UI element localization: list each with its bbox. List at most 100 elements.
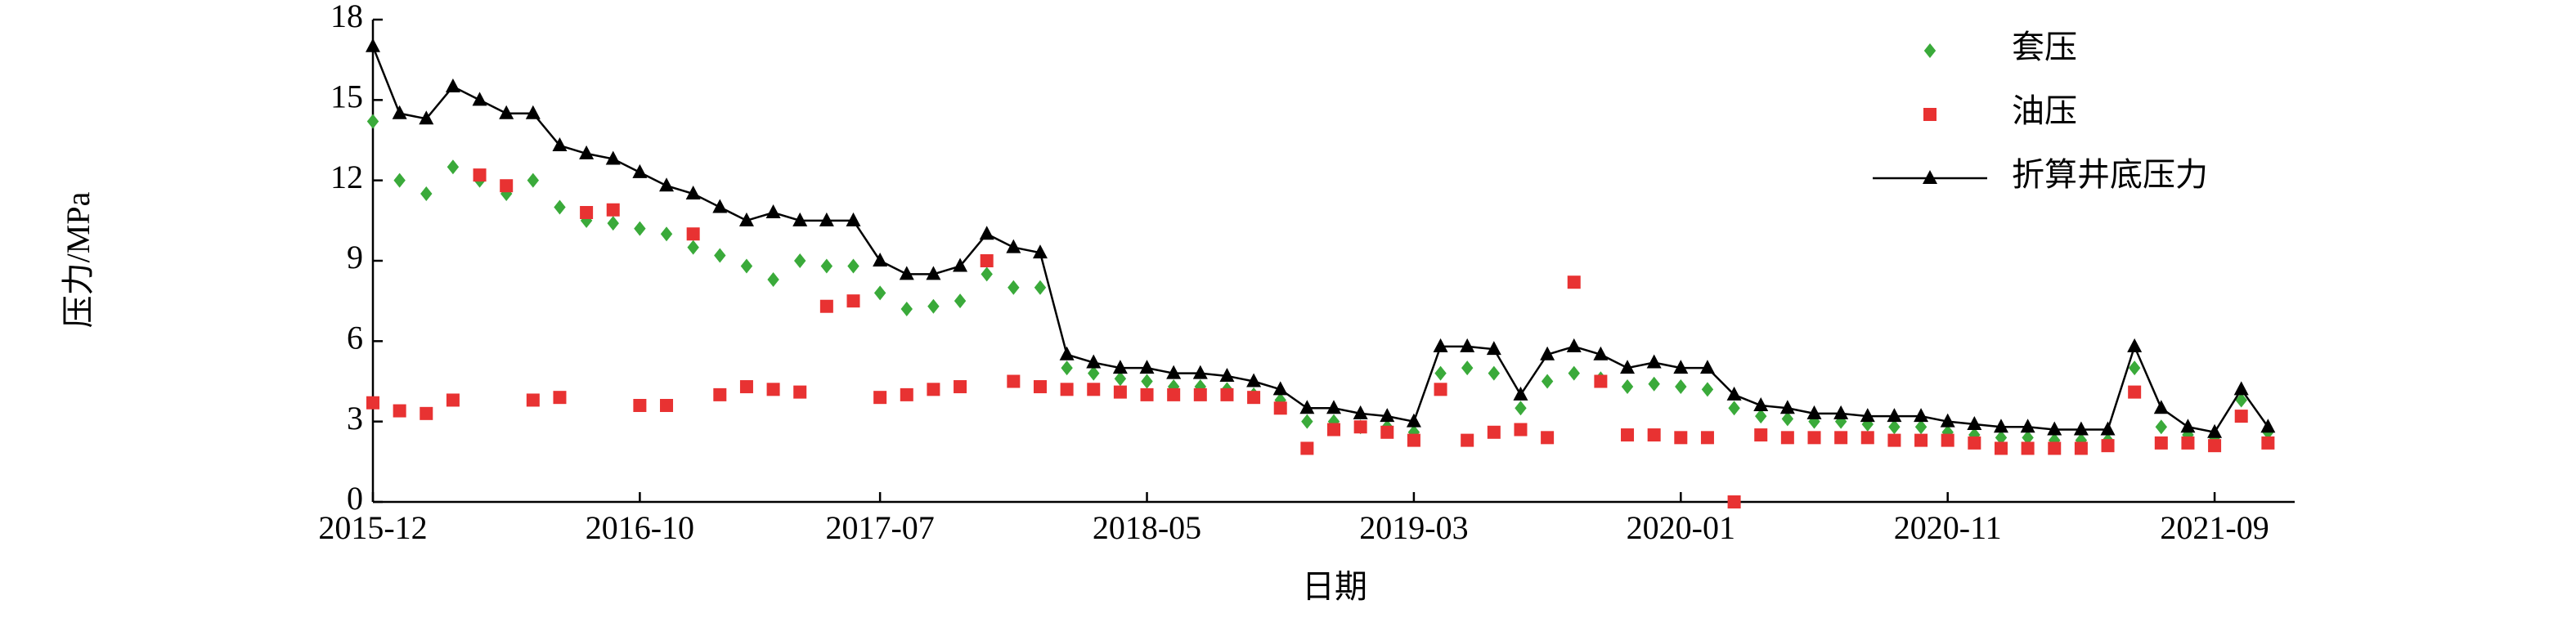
- triangle-marker: [846, 212, 861, 226]
- legend-label: 油压: [2012, 92, 2077, 129]
- triangle-marker: [1620, 360, 1636, 374]
- triangle-marker: [552, 137, 568, 152]
- triangle-marker: [2127, 338, 2143, 352]
- square-marker: [1113, 385, 1127, 399]
- triangle-marker: [2100, 421, 2116, 436]
- diamond-marker: [1808, 414, 1820, 429]
- diamond-marker: [660, 226, 673, 242]
- triangle-marker: [1406, 413, 1421, 428]
- square-marker: [1700, 431, 1714, 445]
- diamond-marker: [1621, 379, 1634, 395]
- triangle-marker: [1326, 400, 1341, 414]
- triangle-marker: [926, 266, 941, 280]
- triangle-marker: [1486, 341, 1501, 356]
- diamond-marker: [607, 216, 619, 231]
- square-marker: [2181, 436, 2195, 450]
- triangle-marker: [1353, 405, 1368, 419]
- square-marker: [473, 168, 487, 182]
- triangle-marker: [765, 204, 781, 218]
- triangle-marker: [2207, 423, 2223, 438]
- triangle-marker: [1699, 360, 1715, 374]
- triangle-marker: [738, 212, 754, 226]
- x-tick-label: 2019-03: [1359, 509, 1468, 546]
- diamond-marker: [927, 298, 940, 314]
- triangle-marker: [2233, 381, 2249, 396]
- triangle-marker: [1380, 408, 1395, 423]
- square-marker: [1380, 425, 1394, 439]
- x-tick-label: 2016-10: [586, 509, 694, 546]
- triangle-marker: [445, 78, 460, 92]
- square-marker: [1060, 383, 1074, 396]
- square-marker: [2048, 441, 2062, 455]
- square-marker: [1887, 433, 1901, 447]
- triangle-marker: [632, 163, 648, 178]
- triangle-marker: [1246, 373, 1262, 387]
- square-marker: [2154, 436, 2168, 450]
- square-marker: [2074, 441, 2088, 455]
- x-tick-label: 2015-12: [318, 509, 427, 546]
- diamond-marker: [2128, 360, 2141, 376]
- square-marker: [526, 393, 540, 407]
- square-marker: [1674, 431, 1688, 445]
- triangle-marker: [392, 105, 407, 119]
- diamond-marker: [873, 285, 886, 301]
- triangle-marker: [1753, 397, 1769, 411]
- square-marker: [366, 396, 379, 410]
- triangle-marker: [899, 266, 914, 280]
- triangle-marker: [1112, 360, 1128, 374]
- square-marker: [1167, 387, 1181, 401]
- diamond-marker: [2235, 392, 2247, 408]
- diamond-marker: [1728, 401, 1740, 416]
- diamond-marker: [1141, 374, 1153, 389]
- diamond-marker: [1888, 419, 1901, 435]
- triangle-marker: [499, 105, 514, 119]
- diamond-marker: [447, 159, 460, 175]
- legend-label: 折算井底压力: [2012, 156, 2208, 193]
- diamond-marker: [820, 258, 833, 274]
- square-marker: [1754, 428, 1768, 442]
- square-marker: [393, 404, 406, 418]
- legend-label: 套压: [2012, 29, 2077, 65]
- diamond-marker: [981, 266, 993, 282]
- square-marker: [1434, 383, 1447, 396]
- square-marker: [420, 406, 433, 420]
- diamond-marker: [900, 302, 913, 316]
- triangle-marker: [1059, 346, 1075, 360]
- diamond-marker: [1061, 360, 1073, 376]
- triangle-marker: [1646, 354, 1662, 369]
- triangle-marker: [1433, 338, 1448, 352]
- square-marker: [1780, 431, 1794, 445]
- square-marker: [2208, 439, 2222, 453]
- square-marker: [500, 179, 514, 193]
- diamond-marker: [1461, 360, 1474, 376]
- square-marker: [980, 254, 994, 267]
- diamond-marker: [687, 240, 699, 255]
- y-tick-label: 12: [330, 159, 363, 195]
- diamond-marker: [527, 172, 540, 188]
- triangle-marker: [1593, 346, 1609, 360]
- square-marker: [1914, 433, 1928, 447]
- diamond-marker: [1995, 430, 2008, 446]
- x-tick-label: 2018-05: [1093, 509, 1201, 546]
- x-tick-label: 2021-09: [2160, 509, 2269, 546]
- square-marker: [1353, 420, 1367, 434]
- square-marker: [1193, 387, 1207, 401]
- diamond-marker: [2049, 432, 2061, 448]
- diamond-marker: [1034, 280, 1047, 295]
- square-marker: [660, 399, 674, 412]
- square-marker: [686, 227, 700, 241]
- legend-marker: [1923, 43, 1936, 58]
- triangle-marker: [685, 186, 701, 200]
- square-marker: [553, 391, 567, 405]
- diamond-marker: [767, 271, 779, 287]
- diamond-marker: [2022, 430, 2034, 446]
- diamond-marker: [366, 114, 379, 129]
- triangle-marker: [1086, 354, 1102, 369]
- diamond-marker: [794, 253, 806, 268]
- square-marker: [606, 203, 620, 217]
- triangle-marker: [1779, 400, 1795, 414]
- square-marker: [446, 393, 460, 407]
- diamond-marker: [1088, 365, 1100, 381]
- legend-marker: [1923, 108, 1936, 121]
